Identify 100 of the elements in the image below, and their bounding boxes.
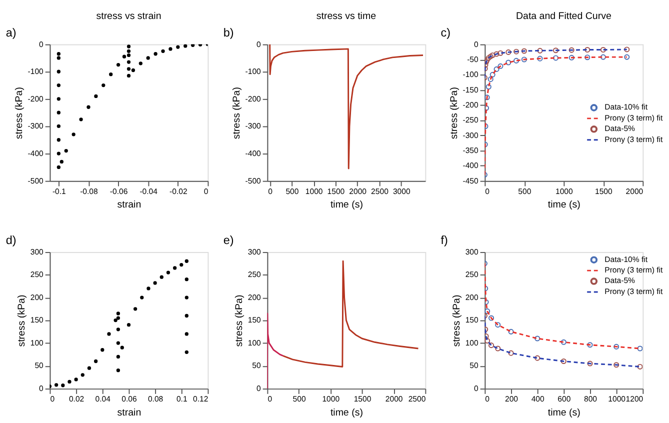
point: [537, 48, 543, 54]
point: [184, 332, 188, 336]
x-axis-title: time (s): [548, 407, 580, 418]
y-tick-label: 200: [248, 292, 262, 302]
text: f): [440, 234, 448, 248]
y-tick-label: 200: [465, 292, 479, 302]
x-axis-title: strain: [117, 407, 142, 418]
point: [74, 378, 78, 382]
point: [624, 54, 630, 60]
y-tick-label: 100: [248, 338, 262, 348]
y-tick-label: 300: [30, 247, 44, 256]
x-tick-label: 0.04: [95, 394, 112, 404]
point: [486, 55, 492, 61]
point: [79, 118, 83, 122]
point: [488, 54, 494, 60]
point: [587, 342, 593, 348]
point: [484, 338, 490, 344]
point: [584, 54, 590, 60]
text: d): [6, 234, 16, 248]
point: [508, 350, 514, 356]
y-tick-label: -400: [245, 148, 262, 158]
point: [514, 48, 520, 54]
point: [521, 48, 527, 54]
x-tick-label: 0: [50, 394, 56, 404]
y-tick-label: 100: [465, 338, 479, 348]
x-tick-label: 200: [504, 394, 519, 404]
y-axis-title: stress (kPa): [16, 294, 28, 347]
y-tick-label: -300: [462, 130, 480, 140]
line-series: [484, 48, 628, 78]
point: [56, 83, 61, 88]
point: [87, 366, 92, 370]
x-tick-label: 1000: [322, 394, 340, 404]
point: [126, 44, 131, 48]
point: [488, 76, 494, 82]
y-tick-label: -200: [28, 94, 44, 104]
line-series: [484, 315, 641, 368]
point: [614, 344, 620, 350]
y-tick-label: 200: [30, 292, 44, 302]
y-tick-label: -200: [245, 94, 262, 104]
point: [109, 72, 113, 76]
y-tick-label: 50: [252, 361, 262, 370]
point: [72, 132, 76, 136]
point: [506, 49, 512, 55]
point: [138, 62, 142, 66]
y-axis-title: stress (kPa): [448, 87, 460, 140]
y-tick-label: 0: [474, 40, 479, 49]
point: [494, 66, 500, 72]
point: [86, 105, 90, 109]
chart-title: stress vs time: [316, 10, 376, 22]
x-tick-label: 2000: [349, 187, 368, 196]
point: [120, 346, 124, 350]
line-series: [282, 260, 419, 368]
point: [184, 296, 188, 300]
point: [514, 58, 520, 64]
y-tick-label: -300: [28, 122, 44, 131]
point: [495, 346, 501, 352]
point: [107, 332, 111, 336]
legend-label: Data-10% fit: [604, 254, 648, 264]
point: [560, 358, 566, 364]
y-tick-label: 300: [248, 247, 262, 256]
text: e): [223, 234, 234, 248]
y-tick-label: -450: [462, 176, 480, 186]
x-tick-label: 1500: [327, 187, 346, 196]
point: [568, 54, 574, 60]
y-tick-label: -300: [245, 122, 262, 131]
point: [506, 60, 512, 66]
point: [153, 281, 157, 285]
x-tick-label: 400: [531, 394, 545, 404]
point: [534, 355, 540, 361]
point: [126, 74, 131, 78]
point: [131, 68, 136, 72]
y-tick-label: 300: [465, 247, 479, 256]
x-tick-label: 1000: [608, 394, 626, 404]
point: [508, 328, 514, 334]
x-tick-label: 0.02: [68, 394, 84, 404]
legend-label: Prony (3 term) fit: [604, 134, 664, 144]
point: [116, 354, 120, 359]
point: [584, 47, 590, 53]
point: [160, 275, 164, 279]
legend-label: Data-5%: [604, 124, 636, 134]
chart-title: stress vs strain: [96, 10, 162, 22]
point: [484, 59, 490, 65]
x-axis-title: time (s): [548, 200, 580, 211]
point: [484, 94, 490, 100]
y-tick-label: -100: [462, 70, 480, 80]
y-tick-label: -350: [462, 146, 480, 155]
x-tick-label: 0: [204, 187, 209, 196]
y-tick-label: -100: [245, 67, 262, 76]
point: [61, 384, 65, 388]
y-tick-label: 150: [248, 316, 262, 325]
x-tick-label: 2000: [385, 394, 404, 404]
line-series: [267, 312, 284, 389]
point: [488, 315, 494, 321]
point: [637, 346, 643, 352]
line-series: [269, 44, 424, 170]
point: [56, 70, 61, 74]
x-tick-label: 500: [292, 394, 306, 404]
point: [126, 323, 131, 327]
point: [116, 368, 120, 372]
point: [116, 341, 120, 345]
